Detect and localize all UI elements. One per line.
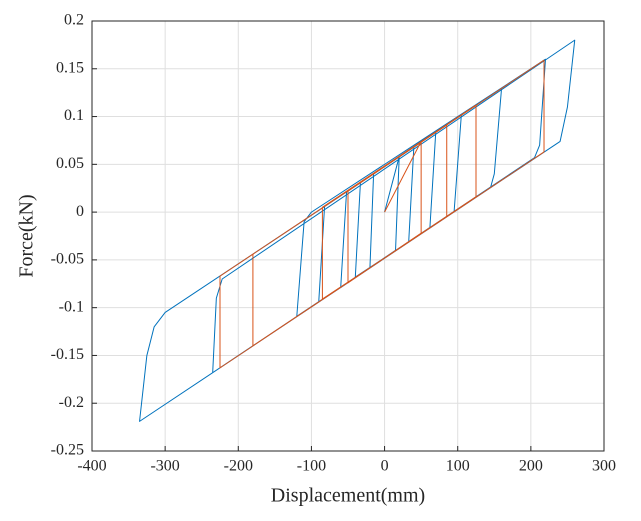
x-tick-label: 200 — [519, 458, 543, 475]
x-tick-label: -100 — [297, 458, 326, 475]
y-tick-label: 0.2 — [64, 12, 84, 29]
x-tick-label: 300 — [592, 458, 616, 475]
y-tick-label: -0.25 — [51, 442, 84, 459]
y-tick-label: 0.15 — [56, 59, 84, 76]
y-tick-label: 0.05 — [56, 155, 84, 172]
x-axis-label: Displacement(mm) — [271, 485, 425, 507]
y-tick-label: 0 — [76, 203, 84, 220]
x-tick-label: -400 — [77, 458, 106, 475]
x-tick-label: -300 — [150, 458, 179, 475]
x-tick-label: 100 — [446, 458, 470, 475]
y-tick-label: 0.1 — [64, 107, 84, 124]
y-axis-label: Force(kN) — [16, 194, 38, 277]
x-tick-label: 0 — [381, 458, 389, 475]
series-line — [219, 59, 545, 369]
plot-frame — [91, 20, 605, 452]
x-tick-label: -200 — [224, 458, 253, 475]
y-tick-label: -0.2 — [59, 394, 84, 411]
y-tick-label: -0.15 — [51, 346, 84, 363]
y-tick-label: -0.1 — [59, 298, 84, 315]
y-tick-label: -0.05 — [51, 251, 84, 268]
